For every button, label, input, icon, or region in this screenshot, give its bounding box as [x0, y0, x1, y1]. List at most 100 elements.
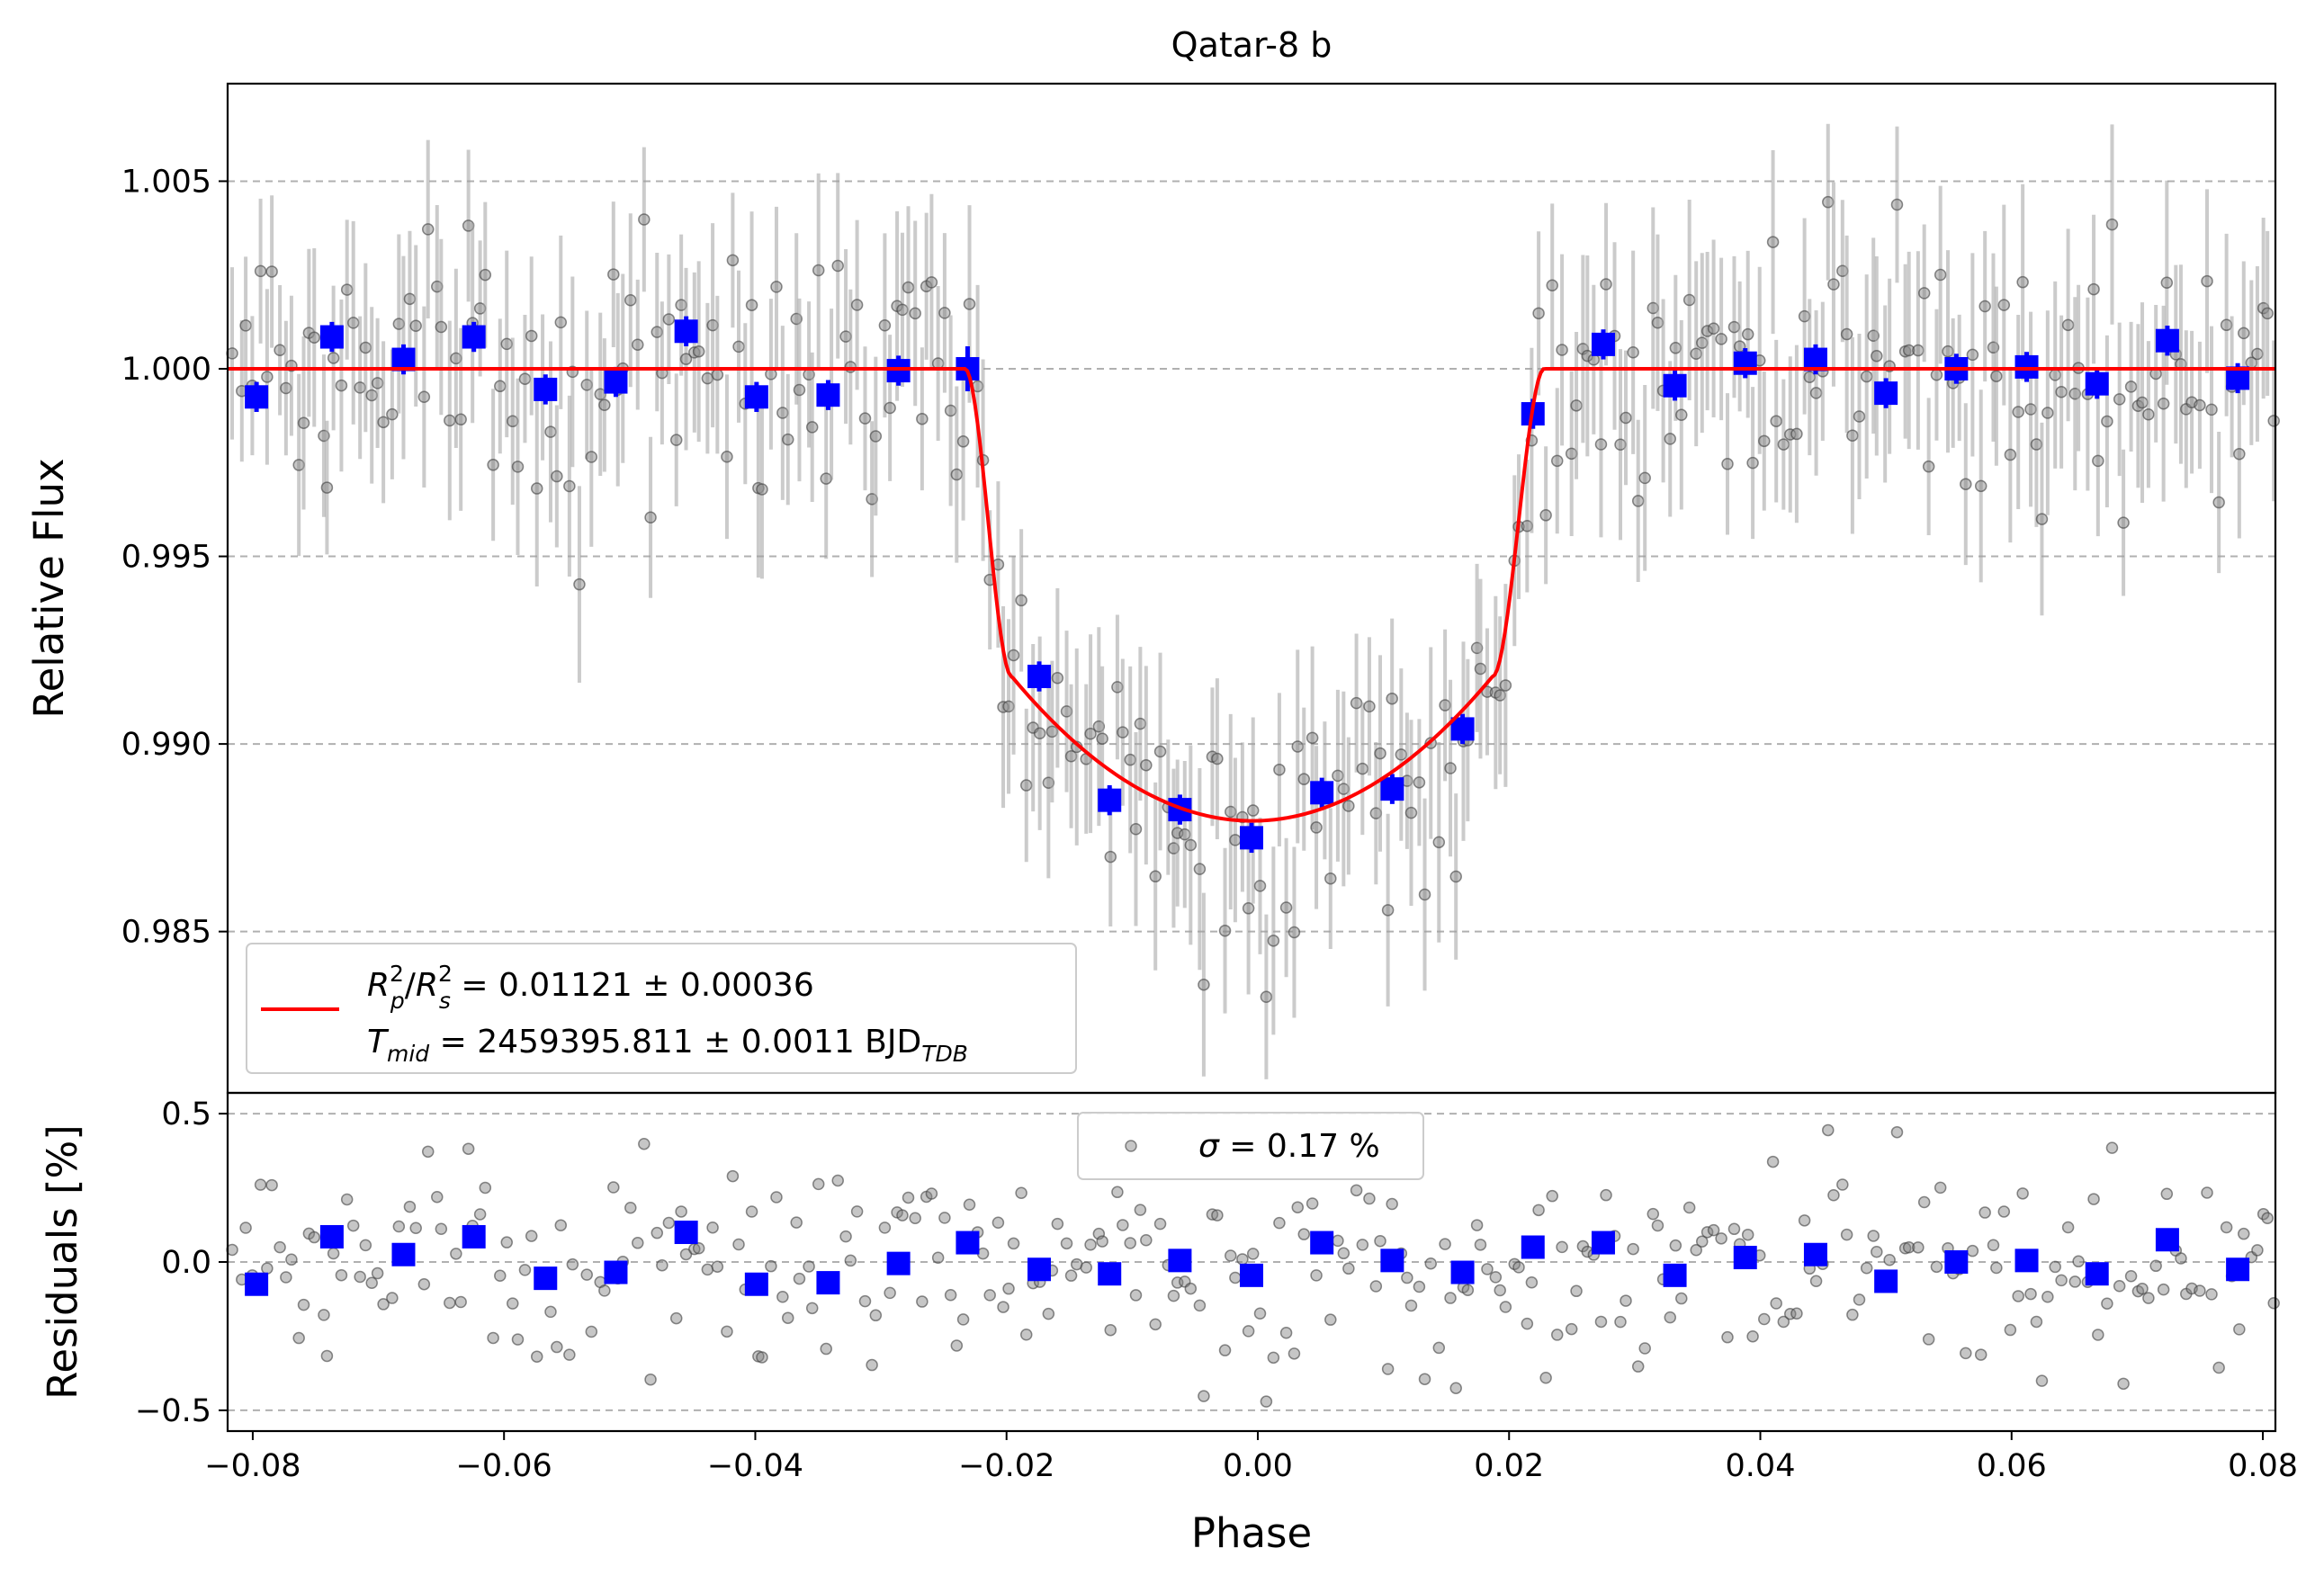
residuals-raw-point [365, 1276, 378, 1290]
residuals-raw-point [2087, 1193, 2100, 1205]
residuals-raw-point [1424, 1257, 1438, 1270]
flux-raw-point [1342, 800, 1355, 812]
residuals-raw-point [531, 1350, 543, 1363]
residuals-binned-point [1310, 1231, 1334, 1255]
residuals-raw-point [386, 1292, 399, 1304]
flux-raw-point [1229, 834, 1242, 846]
flux-raw-point [1051, 672, 1064, 685]
residuals-raw-point [335, 1268, 348, 1282]
flux-y-axis-label: Relative Flux [25, 458, 73, 718]
flux-raw-point [1770, 415, 1782, 427]
residuals-raw-point [239, 1222, 252, 1234]
residuals-raw-point [274, 1240, 286, 1254]
flux-raw-point [1310, 821, 1323, 834]
flux-raw-point [1550, 454, 1564, 468]
flux-binned-point [816, 383, 840, 407]
residuals-raw-point [2004, 1323, 2017, 1337]
flux-binned-point [1098, 788, 1122, 812]
flux-raw-point [1324, 872, 1337, 885]
flux-raw-point [2251, 347, 2264, 361]
flux-binned-point [319, 325, 344, 349]
residuals-raw-point [1461, 1284, 1475, 1297]
residuals-raw-point [1374, 1234, 1386, 1248]
residuals-raw-point [1439, 1238, 1451, 1250]
residuals-raw-point [692, 1242, 705, 1255]
residuals-raw-point [500, 1236, 514, 1248]
flux-raw-point [1979, 300, 1991, 313]
flux-raw-point [956, 435, 970, 448]
flux-raw-point [487, 459, 499, 471]
residuals-raw-point [1890, 1125, 1904, 1139]
flux-raw-point [585, 451, 598, 463]
flux-raw-point [1288, 926, 1301, 939]
residuals-raw-point [1470, 1219, 1484, 1231]
residuals-raw-point [1930, 1260, 1943, 1274]
flux-raw-point [2016, 275, 2029, 289]
flux-raw-point [1594, 438, 1608, 451]
residuals-raw-point [793, 1272, 806, 1285]
residuals-raw-point [518, 1264, 532, 1276]
residuals-raw-point [1600, 1188, 1612, 1202]
residuals-y-ticks: −0.5 0.0 0.5 [135, 1096, 228, 1429]
residuals-y-tick-label: −0.5 [135, 1393, 211, 1429]
residuals-raw-point [726, 1169, 740, 1183]
flux-legend-tmid-label: Tmid = 2459395.811 ± 0.0011 BJDTDB [367, 1024, 968, 1067]
flux-raw-point [1363, 700, 1376, 713]
residuals-raw-point [1236, 1253, 1249, 1266]
residuals-raw-point [435, 1222, 448, 1236]
flux-raw-point [2267, 415, 2280, 427]
residuals-raw-point [1620, 1294, 1632, 1307]
flux-raw-point [1218, 924, 1232, 937]
flux-raw-point [2136, 396, 2149, 409]
flux-raw-point [1777, 438, 1790, 451]
flux-raw-point [916, 412, 929, 425]
flux-raw-point [1117, 726, 1129, 738]
flux-raw-point [1386, 692, 1398, 705]
residuals-raw-point [1356, 1239, 1369, 1251]
flux-raw-point [335, 379, 348, 392]
flux-raw-point [435, 320, 448, 334]
residuals-legend-marker [1125, 1140, 1137, 1152]
flux-raw-point [254, 264, 267, 278]
residuals-raw-point [1860, 1262, 1873, 1275]
residuals-raw-point [2136, 1282, 2149, 1295]
residuals-raw-point [1386, 1197, 1398, 1211]
residuals-raw-point [896, 1209, 909, 1222]
flux-raw-point [925, 276, 938, 289]
residuals-raw-point [1840, 1228, 1853, 1241]
flux-raw-point [2261, 307, 2274, 320]
flux-raw-point [1846, 429, 1859, 442]
flux-raw-point [884, 401, 896, 415]
residuals-raw-point [1960, 1347, 1972, 1360]
flux-raw-point [1124, 753, 1136, 766]
flux-raw-point [365, 389, 378, 402]
residuals-raw-point [803, 1260, 815, 1273]
residuals-raw-point [2105, 1141, 2119, 1154]
residuals-raw-point [2012, 1290, 2024, 1302]
residuals-raw-point [1149, 1318, 1162, 1331]
residuals-raw-point [2160, 1187, 2174, 1201]
residuals-raw-point [1627, 1242, 1639, 1256]
residuals-raw-point [1664, 1311, 1677, 1324]
residuals-raw-point [1556, 1240, 1568, 1254]
phase-x-tick-label: −0.04 [707, 1448, 803, 1484]
residuals-raw-point [1707, 1223, 1720, 1237]
residuals-raw-point [1007, 1237, 1020, 1250]
residuals-raw-point [1631, 1360, 1645, 1373]
flux-raw-point [721, 451, 733, 463]
flux-raw-point [1827, 278, 1840, 291]
residuals-raw-point [745, 1205, 758, 1218]
flux-raw-point [1934, 268, 1947, 282]
flux-raw-point [340, 283, 354, 296]
flux-raw-point [239, 319, 252, 332]
flux-raw-point [644, 511, 657, 524]
flux-raw-point [679, 353, 693, 365]
flux-raw-point [1809, 387, 1823, 399]
residuals-binned-point [534, 1266, 558, 1291]
flux-raw-point [2087, 282, 2100, 296]
residuals-raw-point [1798, 1214, 1811, 1227]
residuals-raw-point [1512, 1261, 1525, 1274]
flux-raw-point [1758, 434, 1771, 448]
flux-raw-point [1966, 348, 1979, 362]
